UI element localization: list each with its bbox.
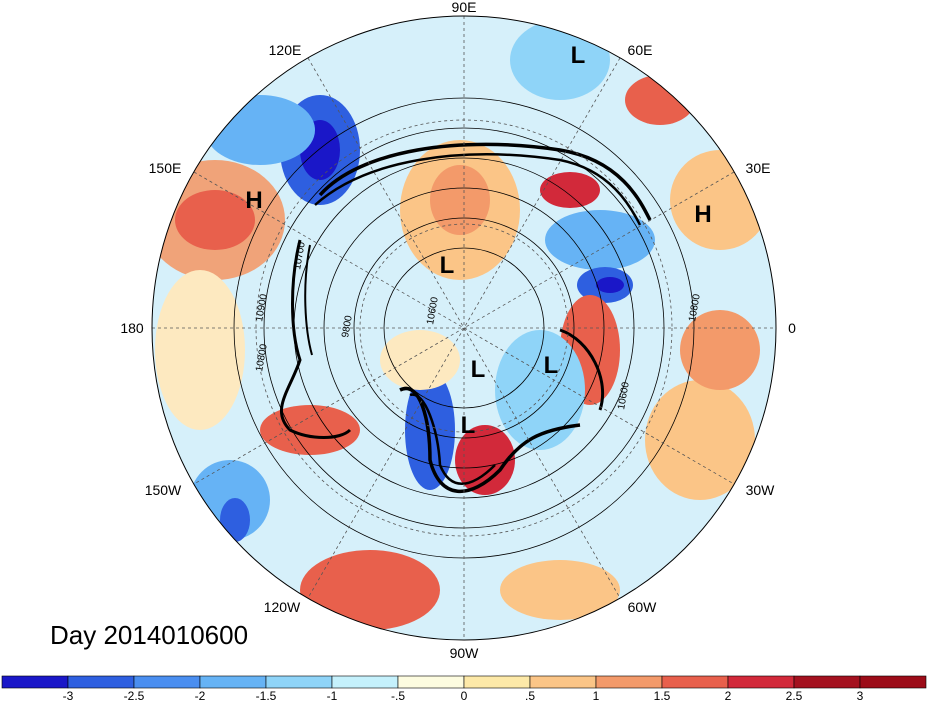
colorbar-swatch bbox=[265, 675, 333, 689]
lon-label-0: 0 bbox=[788, 320, 796, 336]
lon-label-150w: 150W bbox=[145, 482, 182, 498]
colorbar-tick-label: 0 bbox=[461, 689, 468, 702]
colorbar-swatch bbox=[199, 675, 267, 689]
colorbar-tick-label: 1.5 bbox=[654, 689, 671, 702]
lon-label-120e: 120E bbox=[269, 42, 302, 58]
day-label: Day 2014010600 bbox=[50, 620, 249, 650]
contour-label: 10600 bbox=[616, 381, 632, 411]
colorbar-tick-label: -.5 bbox=[391, 689, 405, 702]
colorbar-swatch bbox=[1, 675, 69, 689]
graticule bbox=[152, 16, 776, 640]
colorbar-swatch bbox=[727, 675, 795, 689]
colorbar-swatch bbox=[595, 675, 663, 689]
low-pressure-marker: L bbox=[471, 356, 486, 383]
colorbar-tick-label: .5 bbox=[525, 689, 535, 702]
polar-map: 90E 120E 60E 150E 30E 180 0 150W 30W 120… bbox=[120, 0, 796, 661]
lon-label-60e: 60E bbox=[628, 42, 653, 58]
contour-label: 10800 bbox=[254, 343, 270, 373]
lon-label-30w: 30W bbox=[746, 482, 776, 498]
colorbar-tick-label: -2 bbox=[195, 689, 206, 702]
lon-label-90e: 90E bbox=[452, 0, 477, 15]
colorbar-swatch bbox=[529, 675, 597, 689]
colorbar-tick-label: 1 bbox=[593, 689, 600, 702]
colorbar-tick-label: -3 bbox=[63, 689, 74, 702]
map-boundary bbox=[151, 15, 777, 641]
low-pressure-marker: L bbox=[544, 352, 559, 379]
colorbar-swatch bbox=[67, 675, 135, 689]
lon-label-120w: 120W bbox=[264, 599, 301, 615]
contour-label: 10800 bbox=[687, 293, 703, 323]
colorbar-swatch bbox=[397, 675, 465, 689]
colorbar-tick-label: -1 bbox=[327, 689, 338, 702]
low-pressure-marker: L bbox=[461, 412, 476, 439]
lon-label-180: 180 bbox=[120, 320, 144, 336]
colorbar-swatch bbox=[133, 675, 201, 689]
colorbar-tick-label: 2 bbox=[725, 689, 732, 702]
high-pressure-marker: H bbox=[694, 201, 711, 228]
colorbar-tick-label: -2.5 bbox=[124, 689, 145, 702]
colorbar-swatch bbox=[793, 675, 861, 689]
colorbar-tick-label: 2.5 bbox=[786, 689, 803, 702]
colorbar-swatch bbox=[859, 675, 927, 689]
contour-label: 10600 bbox=[425, 296, 441, 326]
colorbar: -3 -2.5 -2 -1.5 -1 -.5 0 .5 1 1.5 2 2.5 3 bbox=[1, 675, 927, 702]
lon-label-150e: 150E bbox=[149, 160, 182, 176]
colorbar-swatch bbox=[331, 675, 399, 689]
colorbar-tick-label: -1.5 bbox=[256, 689, 277, 702]
lon-label-90w: 90W bbox=[450, 645, 480, 661]
contour-label: 10900 bbox=[254, 293, 270, 323]
colorbar-tick-label: 3 bbox=[857, 689, 864, 702]
lon-label-30e: 30E bbox=[746, 160, 771, 176]
contour-label: 9800 bbox=[340, 314, 355, 338]
contour-label: 10700 bbox=[292, 241, 308, 271]
lon-label-60w: 60W bbox=[628, 599, 658, 615]
high-pressure-marker: H bbox=[245, 187, 262, 214]
low-pressure-marker: L bbox=[440, 252, 455, 279]
colorbar-swatch bbox=[661, 675, 729, 689]
colorbar-swatch bbox=[463, 675, 531, 689]
low-pressure-marker: L bbox=[571, 42, 586, 69]
